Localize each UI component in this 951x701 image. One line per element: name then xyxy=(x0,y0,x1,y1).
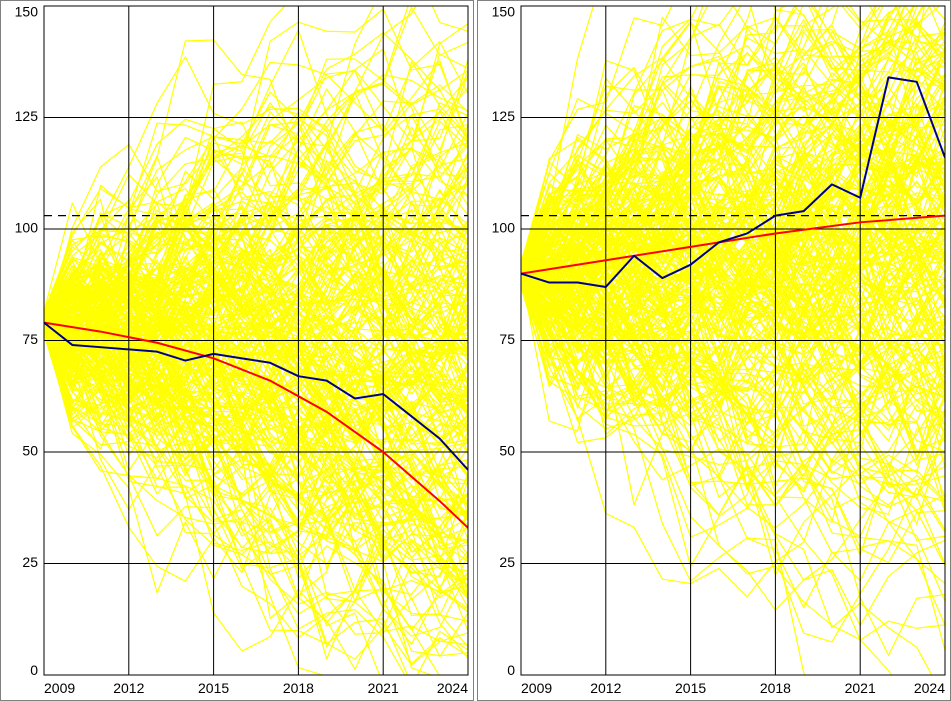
x-tick-label: 2018 xyxy=(760,680,791,696)
chart-container: 0 25 50 75 100 125 150 2009 2012 2015 2018 2021 2024… xyxy=(0,0,951,701)
chart-svg: 0 25 50 75 100 125 150 2009 2012 2015 2018 2021 2024 xyxy=(0,0,474,701)
x-tick-label: 2015 xyxy=(198,680,229,696)
y-tick-label: 100 xyxy=(492,220,516,236)
x-tick-label: 2018 xyxy=(283,680,314,696)
x-tick-label: 2009 xyxy=(521,680,552,696)
y-tick-label: 50 xyxy=(499,443,515,459)
y-tick-label: 150 xyxy=(492,3,516,19)
y-tick-label: 0 xyxy=(30,662,38,678)
x-tick-label: 2015 xyxy=(675,680,706,696)
x-tick-label: 2024 xyxy=(437,680,468,696)
x-tick-label: 2012 xyxy=(113,680,144,696)
y-tick-label: 75 xyxy=(499,331,515,347)
y-tick-label: 125 xyxy=(15,108,39,124)
y-tick-label: 75 xyxy=(22,331,38,347)
y-tick-label: 25 xyxy=(22,554,38,570)
y-tick-label: 50 xyxy=(22,443,38,459)
x-tick-label: 2021 xyxy=(368,680,399,696)
right-chart-panel: 0 25 50 75 100 125 150 2009 2012 2015 2018 2021 2024 xyxy=(477,0,951,701)
chart-svg: 0 25 50 75 100 125 150 2009 2012 2015 2018 2021 2024 xyxy=(477,0,951,701)
x-tick-label: 2021 xyxy=(845,680,876,696)
x-tick-label: 2024 xyxy=(914,680,945,696)
y-tick-label: 150 xyxy=(15,3,39,19)
y-tick-label: 25 xyxy=(499,554,515,570)
y-tick-label: 100 xyxy=(15,220,39,236)
left-chart-panel: 0 25 50 75 100 125 150 2009 2012 2015 2018 2021 2024 xyxy=(0,0,474,701)
y-tick-label: 125 xyxy=(492,108,516,124)
x-tick-label: 2012 xyxy=(590,680,621,696)
y-tick-label: 0 xyxy=(507,662,515,678)
x-tick-label: 2009 xyxy=(44,680,75,696)
